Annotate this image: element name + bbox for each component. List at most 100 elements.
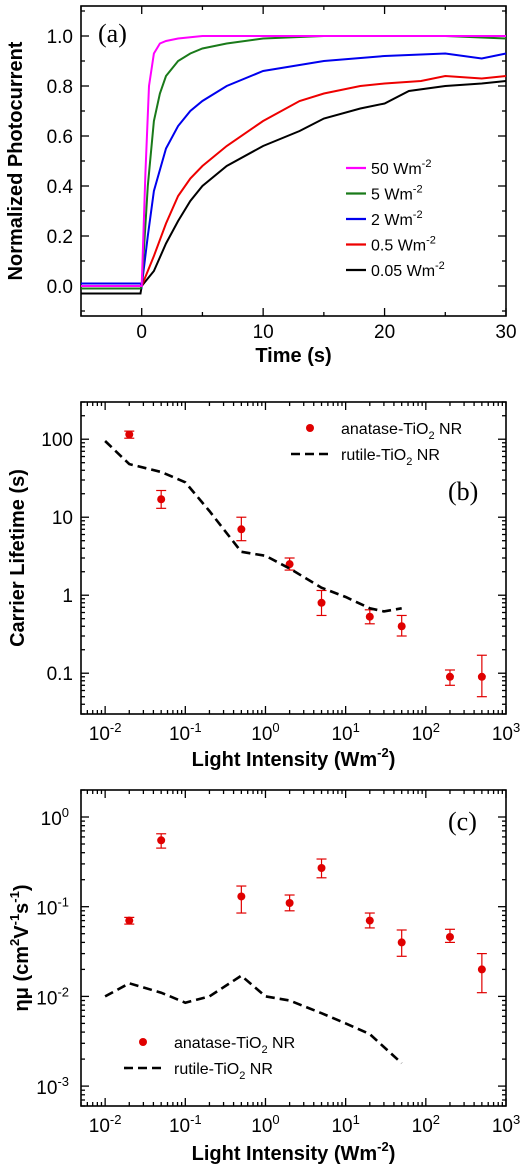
x-tick-label: 100 bbox=[251, 1112, 279, 1137]
data-point bbox=[125, 916, 134, 925]
x-tick-label: 102 bbox=[412, 1112, 440, 1137]
tick-base: 10 bbox=[251, 724, 272, 745]
x-tick-label: 101 bbox=[331, 1112, 359, 1137]
y-tick-label: 100 bbox=[41, 430, 73, 451]
x-tick-label: 102 bbox=[412, 720, 440, 745]
y-tick-label: 0.0 bbox=[47, 277, 73, 298]
tick-exponent: 1 bbox=[353, 1112, 360, 1127]
tick-base: 10 bbox=[36, 1078, 57, 1099]
legend-text: rutile-TiO bbox=[174, 1061, 239, 1078]
legend-superscript: -2 bbox=[413, 209, 423, 221]
legend-text: 2 Wm bbox=[371, 212, 413, 229]
x-tick-label: 10-2 bbox=[89, 1112, 122, 1137]
tick-exponent: 2 bbox=[433, 720, 440, 735]
legend-label: 5 Wm-2 bbox=[371, 184, 423, 204]
tick-base: 10 bbox=[412, 1116, 433, 1137]
x-tick-label: 10-2 bbox=[89, 720, 122, 745]
series-line bbox=[104, 974, 403, 1065]
legend-label: 0.5 Wm-2 bbox=[371, 235, 436, 255]
tick-exponent: 0 bbox=[272, 720, 279, 735]
x-tick-label: 103 bbox=[492, 720, 520, 745]
y-tick-label: 1 bbox=[62, 586, 73, 607]
series-line bbox=[104, 440, 402, 613]
x-tick-label: 10-1 bbox=[169, 720, 202, 745]
tick-exponent: -3 bbox=[57, 1074, 69, 1089]
y-axis-label-superscript: 2 bbox=[7, 939, 22, 946]
series-line bbox=[81, 74, 507, 287]
x-tick-label: 103 bbox=[492, 1112, 520, 1137]
x-axis-label-text: Light Intensity (Wm bbox=[192, 749, 378, 771]
x-axis-label-superscript: -2 bbox=[377, 1139, 389, 1154]
x-tick-label: 10 bbox=[253, 322, 274, 343]
tick-base: 10 bbox=[36, 899, 57, 920]
tick-base: 10 bbox=[331, 724, 352, 745]
legend-text: NR bbox=[435, 421, 463, 438]
legend-subscript: 2 bbox=[261, 1044, 267, 1056]
y-tick-label: 0.1 bbox=[47, 664, 73, 685]
y-tick-label: 10-1 bbox=[36, 895, 69, 920]
y-axis-label-text: s bbox=[11, 903, 33, 914]
series-line bbox=[81, 35, 506, 287]
x-axis-label-text: ) bbox=[389, 749, 396, 771]
tick-exponent: 0 bbox=[272, 1112, 279, 1127]
legend-text: anatase-TiO bbox=[174, 1035, 261, 1052]
x-axis-label: Time (s) bbox=[255, 345, 331, 367]
plot-frame bbox=[80, 789, 507, 1107]
legend-label: 0.05 Wm-2 bbox=[371, 260, 445, 280]
data-point bbox=[477, 672, 486, 681]
x-tick-label: 20 bbox=[374, 322, 395, 343]
y-tick-label: 0.2 bbox=[47, 227, 73, 248]
legend-label: 50 Wm-2 bbox=[371, 158, 431, 178]
tick-base: 10 bbox=[169, 1116, 190, 1137]
panel-label: (b) bbox=[448, 477, 478, 506]
legend-text: rutile-TiO bbox=[341, 447, 406, 464]
legend-label: rutile-TiO2 NR bbox=[341, 447, 440, 468]
y-axis-label: Carrier Lifetime (s) bbox=[7, 469, 29, 647]
data-point bbox=[477, 965, 486, 974]
tick-exponent: 0 bbox=[62, 805, 69, 820]
data-point bbox=[397, 938, 406, 947]
legend-text: 0.05 Wm bbox=[371, 263, 435, 280]
tick-exponent: -2 bbox=[57, 984, 69, 999]
data-point bbox=[445, 672, 454, 681]
x-axis-label-superscript: -2 bbox=[377, 745, 389, 760]
x-tick-label: 30 bbox=[495, 322, 516, 343]
data-point bbox=[285, 898, 294, 907]
tick-exponent: -2 bbox=[110, 720, 122, 735]
panel-label: (a) bbox=[98, 19, 127, 48]
y-axis-label-superscript: -1 bbox=[7, 914, 22, 926]
series-line bbox=[81, 35, 507, 290]
data-point bbox=[445, 932, 454, 941]
data-point bbox=[365, 612, 374, 621]
y-axis-label-text: ) bbox=[11, 884, 33, 891]
x-axis-label-text: Light Intensity (Wm bbox=[192, 1143, 378, 1165]
tick-base: 10 bbox=[412, 724, 433, 745]
data-point bbox=[157, 836, 166, 845]
legend-superscript: -2 bbox=[413, 184, 423, 196]
legend-text: 50 Wm bbox=[371, 161, 422, 178]
data-point bbox=[237, 525, 246, 534]
x-axis-label: Light Intensity (Wm-2) bbox=[192, 1139, 396, 1165]
y-tick-label: 10-2 bbox=[36, 984, 69, 1009]
x-tick-label: 10-1 bbox=[169, 1112, 202, 1137]
tick-base: 10 bbox=[169, 724, 190, 745]
tick-exponent: 3 bbox=[513, 1112, 520, 1127]
x-tick-label: 0 bbox=[136, 322, 147, 343]
tick-base: 10 bbox=[36, 988, 57, 1009]
legend-text: 0.5 Wm bbox=[371, 238, 426, 255]
data-point bbox=[125, 430, 134, 439]
y-tick-label: 10-3 bbox=[36, 1074, 69, 1099]
y-tick-label: 0.8 bbox=[47, 77, 73, 98]
data-point bbox=[317, 598, 326, 607]
x-tick-label: 101 bbox=[331, 720, 359, 745]
legend-label: 2 Wm-2 bbox=[371, 209, 423, 229]
legend-text: NR bbox=[412, 447, 440, 464]
tick-exponent: -1 bbox=[190, 720, 202, 735]
panel-label: (c) bbox=[448, 807, 477, 836]
x-axis-label-text: ) bbox=[389, 1143, 396, 1165]
legend-text: NR bbox=[245, 1061, 273, 1078]
legend-swatch bbox=[306, 424, 314, 432]
y-tick-label: 1.0 bbox=[47, 27, 73, 48]
series-line bbox=[81, 80, 507, 295]
